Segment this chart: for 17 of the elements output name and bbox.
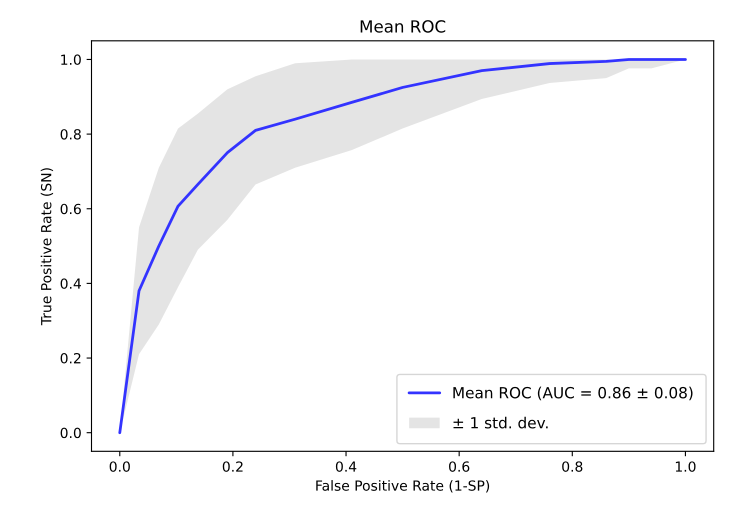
legend-label: ± 1 std. dev. [454, 416, 548, 429]
y-tick-label: 0.0 [60, 428, 81, 438]
y-tick-label: 1.0 [61, 54, 81, 65]
chart-title: Mean ROC [360, 20, 446, 33]
x-tick-label: 0.6 [449, 461, 470, 472]
x-axis-title: False Positive Rate (1-SP) [316, 480, 490, 492]
x-tick-label: 0.8 [562, 461, 582, 472]
legend-label: Mean ROC (AUC = 0.86 ± 0.08) [453, 386, 693, 400]
x-tick-label: 0.4 [336, 461, 356, 472]
x-tick-label: 1.0 [676, 461, 696, 472]
y-tick-label: 0.6 [60, 204, 81, 214]
y-tick-label: 0.4 [60, 278, 81, 289]
x-tick-label: 0.0 [110, 461, 130, 472]
y-tick-label: 0.8 [60, 129, 81, 140]
x-tick-label: 0.2 [222, 461, 243, 472]
y-tick-label: 0.2 [60, 353, 80, 364]
y-axis-title: True Positive Rate (SN) [40, 168, 54, 326]
